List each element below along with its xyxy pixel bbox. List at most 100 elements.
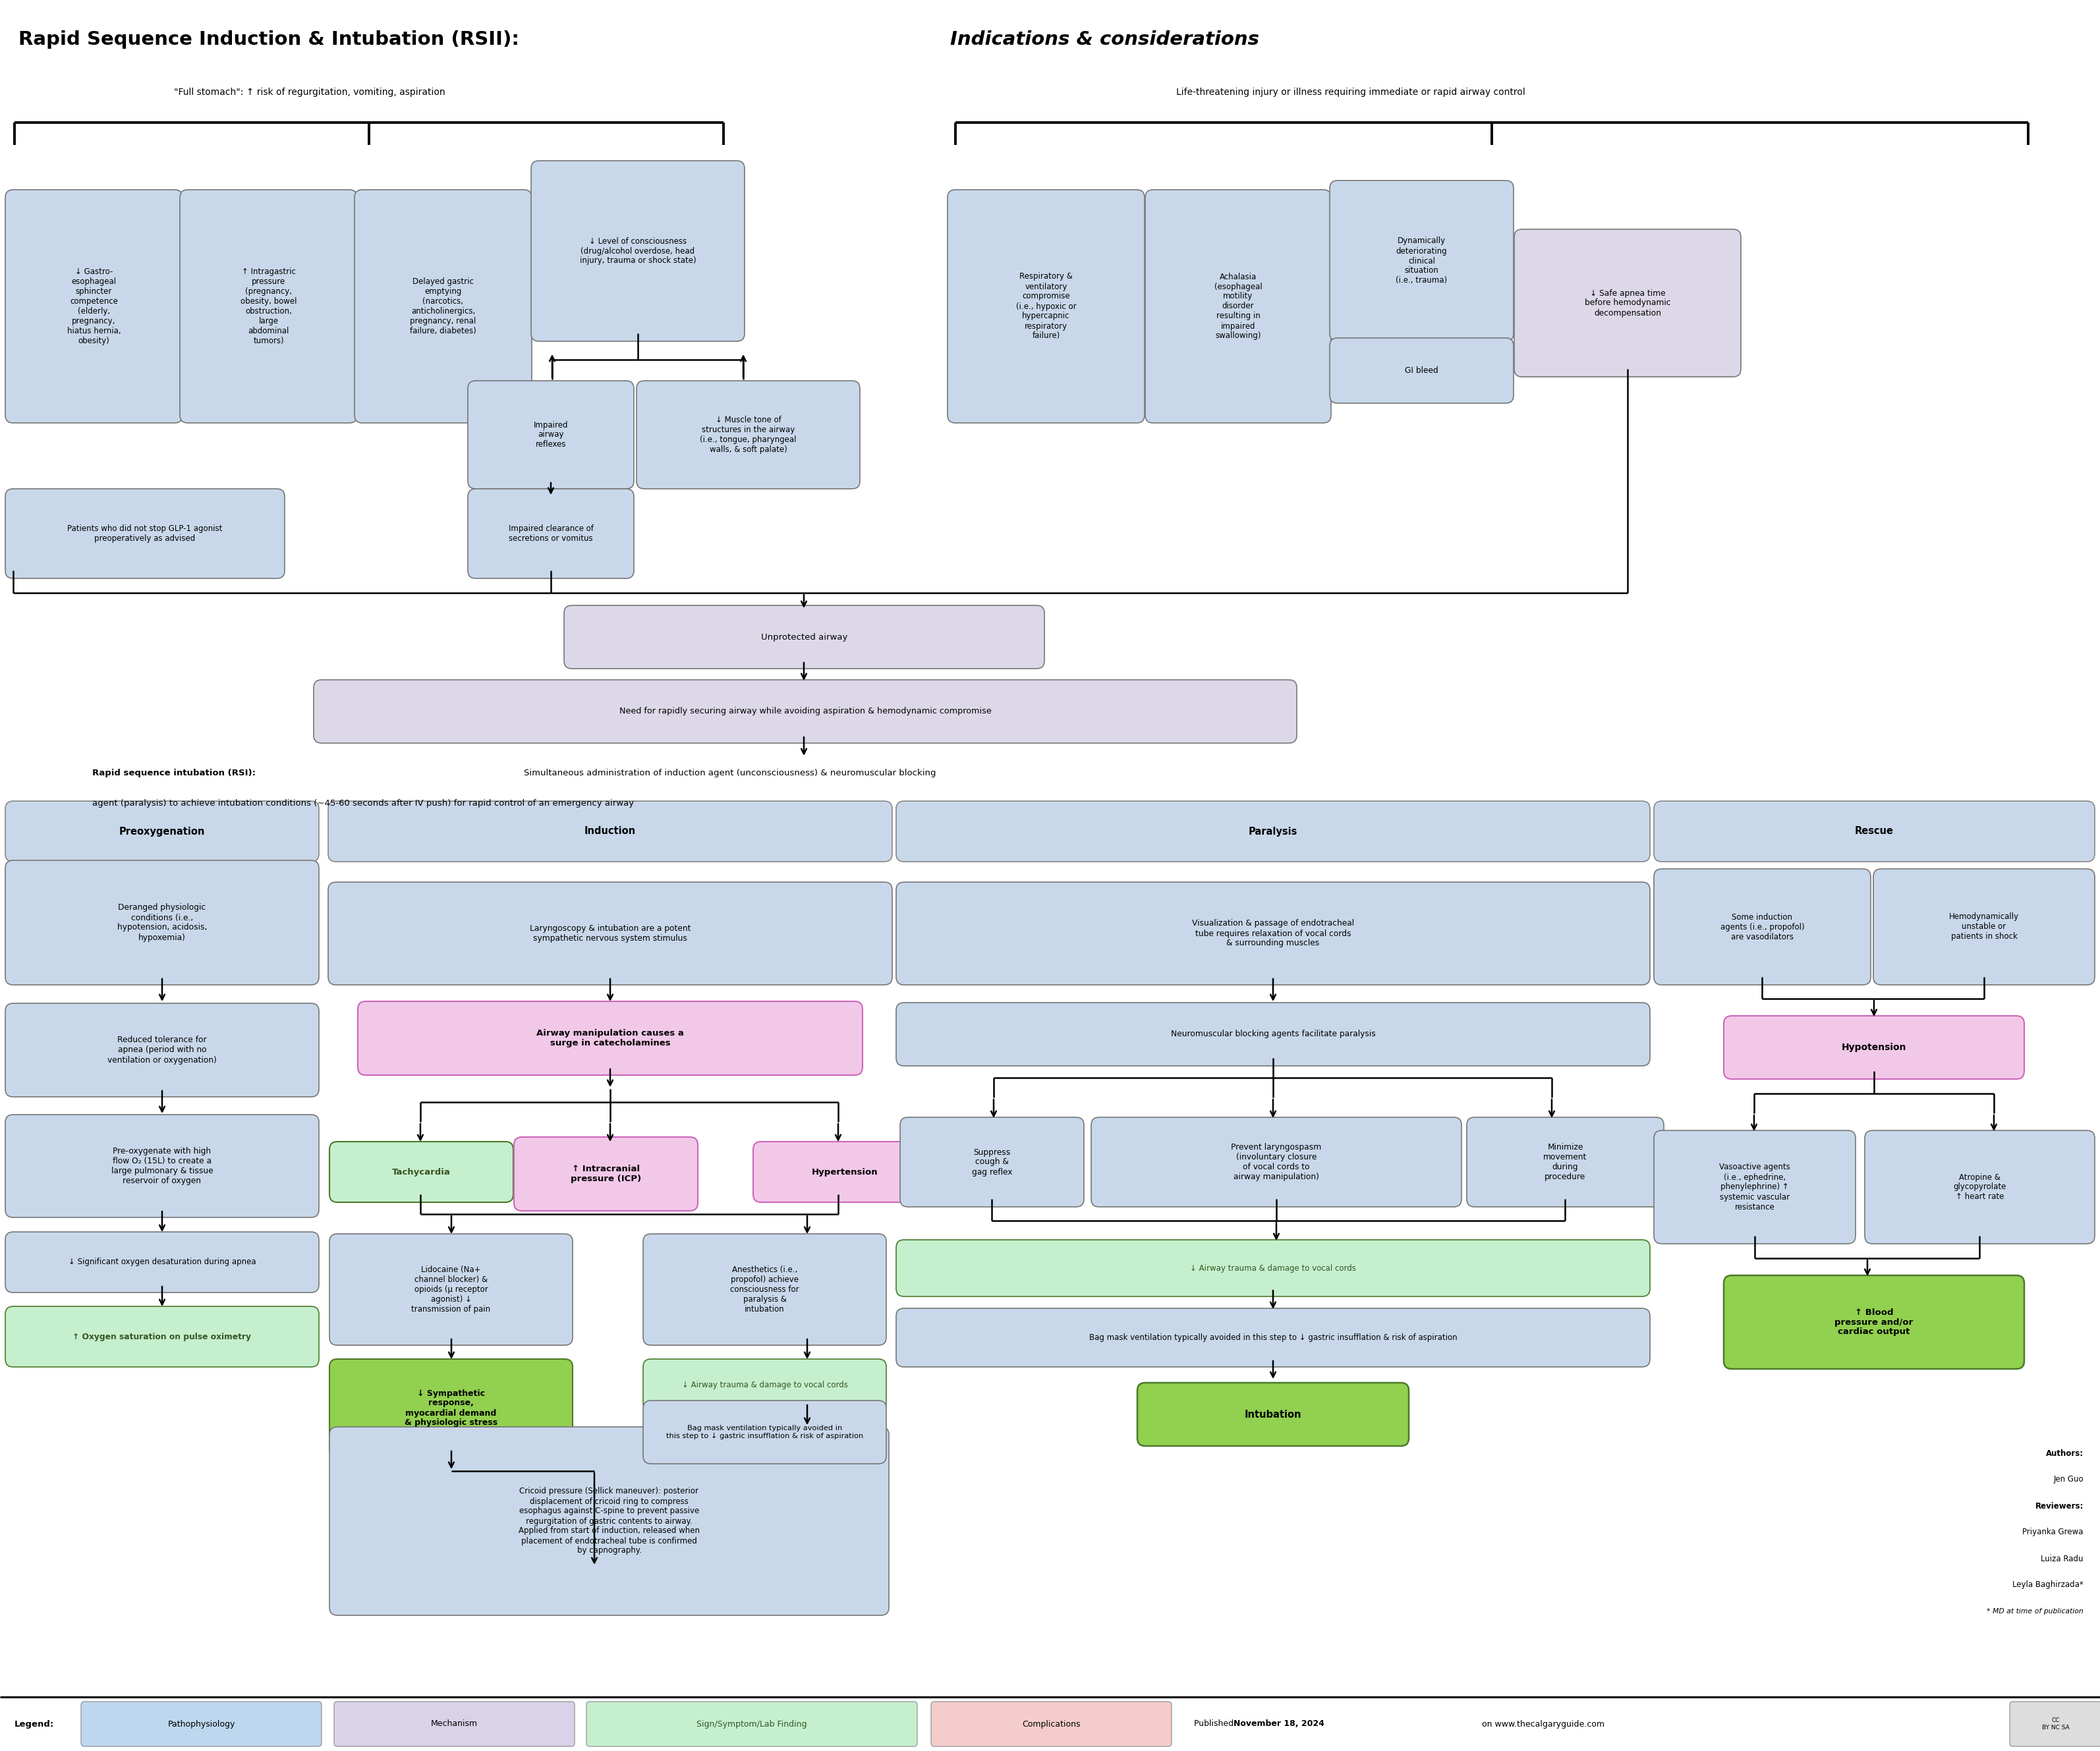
FancyBboxPatch shape [897, 1003, 1651, 1066]
FancyBboxPatch shape [930, 1702, 1172, 1746]
Text: Atropine &
glycopyrolate
↑ heart rate: Atropine & glycopyrolate ↑ heart rate [1953, 1173, 2006, 1201]
FancyBboxPatch shape [643, 1401, 886, 1464]
FancyBboxPatch shape [1655, 868, 1871, 984]
Text: Dynamically
deteriorating
clinical
situation
(i.e., trauma): Dynamically deteriorating clinical situa… [1396, 236, 1447, 285]
Text: Pre-oxygenate with high
flow O₂ (15L) to create a
large pulmonary & tissue
reser: Pre-oxygenate with high flow O₂ (15L) to… [111, 1147, 212, 1185]
FancyBboxPatch shape [897, 1240, 1651, 1296]
Text: Hemodynamically
unstable or
patients in shock: Hemodynamically unstable or patients in … [1949, 912, 2018, 940]
Text: Pathophysiology: Pathophysiology [168, 1719, 235, 1728]
Text: Minimize
movement
during
procedure: Minimize movement during procedure [1544, 1143, 1588, 1182]
FancyBboxPatch shape [1138, 1383, 1409, 1446]
FancyBboxPatch shape [1092, 1117, 1462, 1206]
Text: Cricoid pressure (Sellick maneuver): posterior
displacement of cricoid ring to c: Cricoid pressure (Sellick maneuver): pos… [519, 1487, 699, 1555]
Text: Reviewers:: Reviewers: [2035, 1502, 2083, 1509]
FancyBboxPatch shape [6, 1233, 319, 1292]
FancyBboxPatch shape [586, 1702, 918, 1746]
FancyBboxPatch shape [468, 489, 634, 578]
Text: ↑ Blood
pressure and/or
cardiac output: ↑ Blood pressure and/or cardiac output [1835, 1308, 1913, 1336]
Text: ↓ Muscle tone of
structures in the airway
(i.e., tongue, pharyngeal
walls, & sof: ↓ Muscle tone of structures in the airwa… [699, 415, 796, 454]
Text: Leyla Baghirzada*: Leyla Baghirzada* [2012, 1581, 2083, 1590]
Text: Intubation: Intubation [1245, 1410, 1302, 1420]
FancyBboxPatch shape [355, 189, 531, 424]
FancyBboxPatch shape [1655, 1131, 1856, 1243]
Text: * MD at time of publication: * MD at time of publication [1987, 1607, 2083, 1614]
FancyBboxPatch shape [1329, 338, 1514, 403]
FancyBboxPatch shape [6, 860, 319, 984]
Text: ↓ Airway trauma & damage to vocal cords: ↓ Airway trauma & damage to vocal cords [1191, 1264, 1357, 1273]
Text: Sign/Symptom/Lab Finding: Sign/Symptom/Lab Finding [697, 1719, 806, 1728]
Text: Reduced tolerance for
apnea (period with no
ventilation or oxygenation): Reduced tolerance for apnea (period with… [107, 1037, 216, 1065]
Text: ↓ Airway trauma & damage to vocal cords: ↓ Airway trauma & damage to vocal cords [683, 1382, 848, 1389]
Text: Luiza Radu: Luiza Radu [2041, 1555, 2083, 1564]
Text: Impaired
airway
reflexes: Impaired airway reflexes [533, 420, 569, 448]
Text: Hypotension: Hypotension [1842, 1044, 1907, 1052]
Text: ↓ Safe apnea time
before hemodynamic
decompensation: ↓ Safe apnea time before hemodynamic dec… [1586, 289, 1670, 317]
FancyBboxPatch shape [1724, 1016, 2024, 1079]
Text: Deranged physiologic
conditions (i.e.,
hypotension, acidosis,
hypoxemia): Deranged physiologic conditions (i.e., h… [118, 904, 208, 942]
Text: GI bleed: GI bleed [1405, 366, 1439, 375]
FancyBboxPatch shape [897, 883, 1651, 984]
FancyBboxPatch shape [82, 1702, 321, 1746]
FancyBboxPatch shape [1655, 800, 2094, 861]
Text: Impaired clearance of
secretions or vomitus: Impaired clearance of secretions or vomi… [508, 524, 594, 543]
FancyBboxPatch shape [334, 1702, 575, 1746]
Text: Rapid sequence intubation (RSI):: Rapid sequence intubation (RSI): [92, 769, 258, 777]
Text: Neuromuscular blocking agents facilitate paralysis: Neuromuscular blocking agents facilitate… [1170, 1030, 1376, 1038]
Text: ↓ Level of consciousness
(drug/alcohol overdose, head
injury, trauma or shock st: ↓ Level of consciousness (drug/alcohol o… [580, 236, 695, 264]
FancyBboxPatch shape [1329, 180, 1514, 341]
FancyBboxPatch shape [6, 1003, 319, 1096]
Text: Patients who did not stop GLP-1 agonist
preoperatively as advised: Patients who did not stop GLP-1 agonist … [67, 524, 223, 543]
Text: Bag mask ventilation typically avoided in
this step to ↓ gastric insufflation & : Bag mask ventilation typically avoided i… [666, 1425, 863, 1439]
FancyBboxPatch shape [6, 189, 183, 424]
FancyBboxPatch shape [6, 1306, 319, 1368]
Text: Achalasia
(esophageal
motility
disorder
resulting in
impaired
swallowing): Achalasia (esophageal motility disorder … [1214, 273, 1262, 340]
FancyBboxPatch shape [897, 1308, 1651, 1368]
FancyBboxPatch shape [1514, 229, 1741, 376]
Text: Some induction
agents (i.e., propofol)
are vasodilators: Some induction agents (i.e., propofol) a… [1720, 912, 1804, 940]
Text: Tachycardia: Tachycardia [393, 1168, 452, 1177]
Text: Visualization & passage of endotracheal
tube requires relaxation of vocal cords
: Visualization & passage of endotracheal … [1193, 919, 1355, 947]
Text: Prevent laryngospasm
(involuntary closure
of vocal cords to
airway manipulation): Prevent laryngospasm (involuntary closur… [1231, 1143, 1321, 1182]
FancyBboxPatch shape [330, 1142, 512, 1203]
Text: Delayed gastric
emptying
(narcotics,
anticholinergics,
pregnancy, renal
failure,: Delayed gastric emptying (narcotics, ant… [410, 277, 477, 334]
Text: Legend:: Legend: [15, 1719, 55, 1728]
FancyBboxPatch shape [1145, 189, 1331, 424]
FancyBboxPatch shape [1724, 1275, 2024, 1369]
Text: ↓ Sympathetic
response,
myocardial demand
& physiologic stress: ↓ Sympathetic response, myocardial deman… [405, 1389, 498, 1427]
FancyBboxPatch shape [313, 679, 1298, 742]
FancyBboxPatch shape [330, 1234, 573, 1345]
Text: Priyanka Grewa: Priyanka Grewa [2022, 1529, 2083, 1537]
FancyBboxPatch shape [6, 800, 319, 861]
Text: Rapid Sequence Induction & Intubation (RSII):: Rapid Sequence Induction & Intubation (R… [19, 30, 525, 49]
FancyBboxPatch shape [6, 1115, 319, 1217]
FancyBboxPatch shape [754, 1142, 937, 1203]
FancyBboxPatch shape [565, 606, 1044, 669]
Text: Preoxygenation: Preoxygenation [120, 826, 206, 837]
FancyBboxPatch shape [643, 1234, 886, 1345]
Text: Respiratory &
ventilatory
compromise
(i.e., hypoxic or
hypercapnic
respiratory
f: Respiratory & ventilatory compromise (i.… [1016, 273, 1075, 340]
Text: ↑ Intracranial
pressure (ICP): ↑ Intracranial pressure (ICP) [571, 1164, 640, 1184]
FancyBboxPatch shape [468, 380, 634, 489]
FancyBboxPatch shape [1865, 1131, 2094, 1243]
Text: Jen Guo: Jen Guo [2054, 1476, 2083, 1483]
FancyBboxPatch shape [357, 1002, 863, 1075]
FancyBboxPatch shape [1873, 868, 2094, 984]
FancyBboxPatch shape [1466, 1117, 1663, 1206]
Text: Life-threatening injury or illness requiring immediate or rapid airway control: Life-threatening injury or illness requi… [1176, 88, 1525, 96]
Text: on www.thecalgaryguide.com: on www.thecalgaryguide.com [1478, 1719, 1604, 1728]
FancyBboxPatch shape [897, 800, 1651, 861]
Text: Authors:: Authors: [2045, 1450, 2083, 1457]
FancyBboxPatch shape [514, 1136, 697, 1210]
Text: Unprotected airway: Unprotected airway [760, 632, 848, 641]
Text: agent (paralysis) to achieve intubation conditions (~45-60 seconds after IV push: agent (paralysis) to achieve intubation … [92, 800, 634, 807]
FancyBboxPatch shape [330, 1359, 573, 1457]
Text: Need for rapidly securing airway while avoiding aspiration & hemodynamic comprom: Need for rapidly securing airway while a… [620, 707, 991, 716]
FancyBboxPatch shape [6, 489, 286, 578]
Text: Published: Published [1195, 1719, 1237, 1728]
Text: Suppress
cough &
gag reflex: Suppress cough & gag reflex [972, 1149, 1012, 1177]
Text: ↑ Intragastric
pressure
(pregnancy,
obesity, bowel
obstruction,
large
abdominal
: ↑ Intragastric pressure (pregnancy, obes… [239, 268, 296, 345]
FancyBboxPatch shape [636, 380, 859, 489]
FancyBboxPatch shape [328, 883, 892, 984]
Text: CC
BY NC SA: CC BY NC SA [2041, 1718, 2071, 1730]
Text: Paralysis: Paralysis [1250, 826, 1298, 837]
